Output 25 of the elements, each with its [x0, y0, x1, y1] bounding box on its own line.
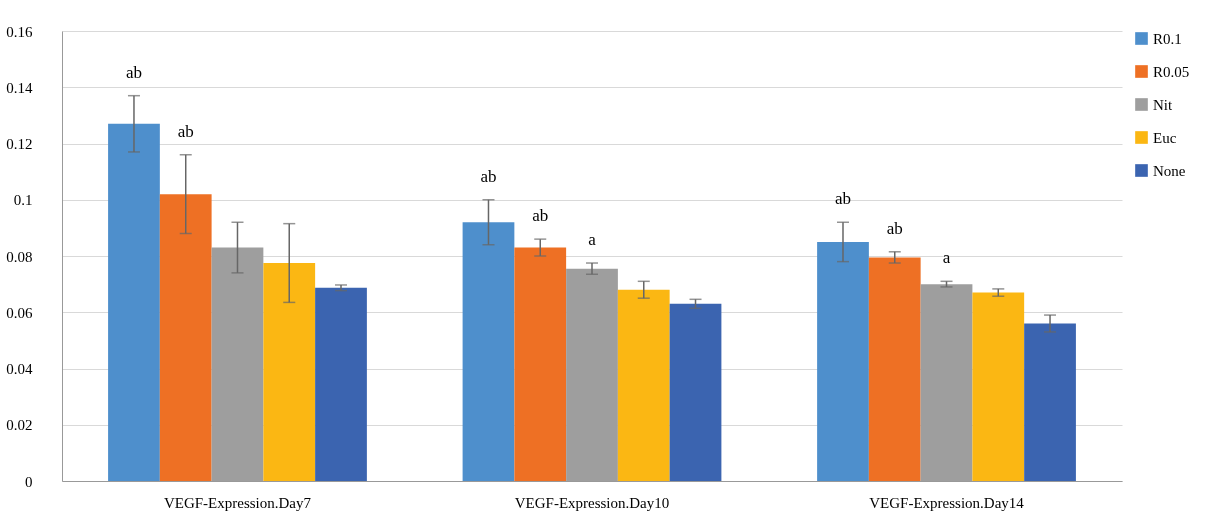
y-tick-label: 0.04 [6, 361, 33, 377]
legend-label: R0.05 [1153, 63, 1190, 80]
y-tick-label: 0.06 [6, 304, 33, 321]
y-tick-label: 0.14 [6, 79, 33, 96]
x-tick-label: VEGF-Expression.Day14 [869, 494, 1025, 511]
data-label: ab [532, 206, 549, 226]
data-label: ab [886, 218, 903, 238]
x-tick-label: VEGF-Expression.Day10 [514, 494, 670, 511]
data-label: ab [177, 121, 194, 141]
y-tick-label: 0 [25, 473, 33, 490]
y-tick-label: 0.02 [6, 417, 33, 434]
legend-label: Nit [1153, 96, 1173, 113]
y-tick-label: 0.12 [6, 136, 33, 152]
data-label: ab [834, 189, 852, 209]
data-label: a [588, 230, 597, 250]
y-tick-label: 0.08 [6, 248, 33, 265]
legend-label: Euc [1153, 129, 1177, 146]
legend-label: None [1153, 162, 1186, 179]
legend-label: R0.1 [1153, 30, 1182, 47]
data-label: a [942, 248, 951, 268]
data-label: ab [125, 62, 142, 82]
y-tick-label: 0.1 [13, 192, 33, 209]
data-label: ab [480, 166, 497, 186]
x-tick-label: VEGF-Expression.Day7 [163, 494, 312, 511]
y-tick-label: 0.16 [6, 23, 33, 40]
